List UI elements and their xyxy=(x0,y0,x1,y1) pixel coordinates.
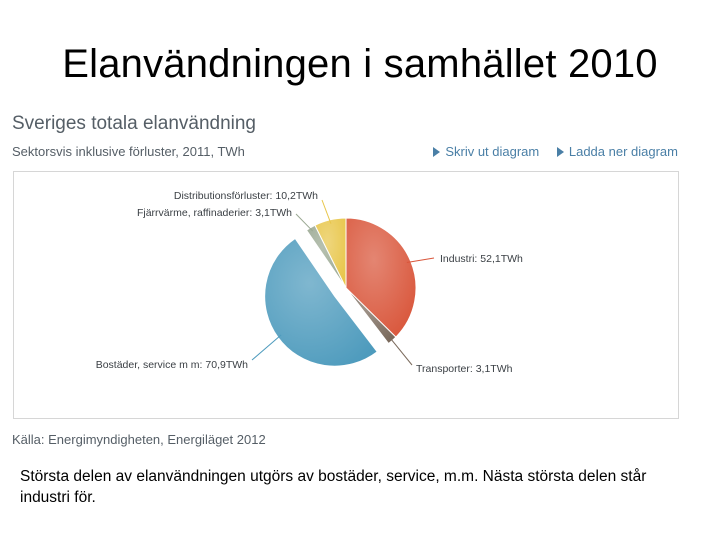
leader-line-fjarrvarme-raffinaderier xyxy=(295,213,314,232)
download-chart-label: Ladda ner diagram xyxy=(568,144,678,159)
data-label-distributionsforluster: Distributionsförluster: 10,2TWh xyxy=(174,190,318,202)
print-chart-link[interactable]: Skriv ut diagram xyxy=(433,144,539,159)
pie-slice-industri xyxy=(345,217,417,338)
leader-line-industri xyxy=(406,257,435,263)
leader-line-bostader-service-m-m xyxy=(251,334,282,361)
chart-panel-title: Sveriges totala elanvändning xyxy=(12,113,257,134)
chart-panel: Sveriges totala elanvändning Sektorsvis … xyxy=(12,110,680,455)
leader-line-distributionsforluster xyxy=(321,199,332,224)
pie-chart: Industri: 52,1TWh Transporter: 3,1TWh Bost… xyxy=(96,190,523,375)
slide-caption: Största delen av elanvändningen utgörs a… xyxy=(20,468,647,506)
pie-slice-distributionsforluster xyxy=(314,217,347,289)
chart-actions: Skriv ut diagram Ladda ner diagram xyxy=(419,144,678,160)
chart-panel-subtitle: Sektorsvis inklusive förluster, 2011, TW… xyxy=(12,144,245,159)
data-label-transporter: Transporter: 3,1TWh xyxy=(416,363,513,375)
arrow-right-icon xyxy=(556,146,564,157)
data-label-industri: Industri: 52,1TWh xyxy=(440,253,523,265)
pie-chart-box: Industri: 52,1TWh Transporter: 3,1TWh Bost… xyxy=(13,171,679,419)
data-label-fjarrvarme-raffinaderier: Fjärrvärme, raffinaderier: 3,1TWh xyxy=(137,207,292,219)
leader-line-transporter xyxy=(389,337,413,366)
arrow-right-icon xyxy=(433,146,441,157)
print-chart-label: Skriv ut diagram xyxy=(445,144,540,159)
data-label-bostader-service-m-m: Bostäder, service m m: 70,9TWh xyxy=(96,359,248,371)
download-chart-link[interactable]: Ladda ner diagram xyxy=(556,144,678,159)
chart-source: Källa: Energimyndigheten, Energiläget 20… xyxy=(12,432,266,447)
slide-title: Elanvändningen i samhället 2010 xyxy=(62,42,658,86)
